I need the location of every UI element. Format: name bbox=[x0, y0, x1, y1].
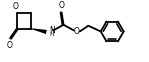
Text: O: O bbox=[74, 27, 80, 36]
Text: O: O bbox=[6, 41, 12, 50]
Polygon shape bbox=[31, 28, 47, 34]
Text: O: O bbox=[59, 1, 65, 10]
Text: H: H bbox=[49, 32, 54, 37]
Text: N: N bbox=[49, 26, 55, 35]
Text: O: O bbox=[13, 2, 19, 11]
